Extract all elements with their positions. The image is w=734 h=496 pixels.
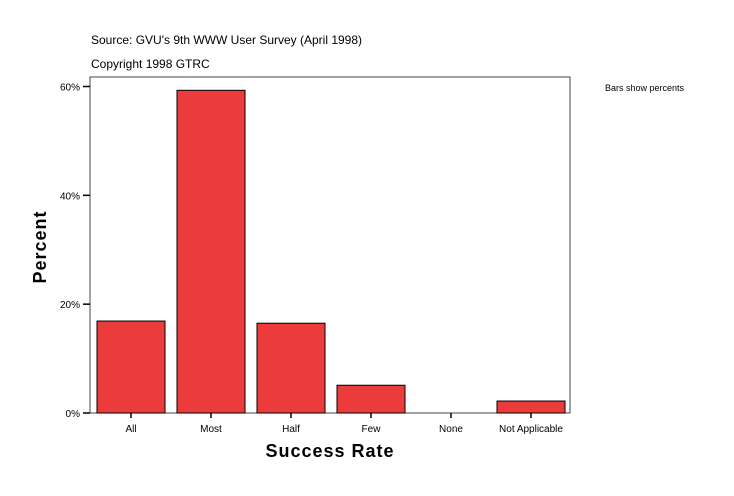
x-tick-label: Not Applicable xyxy=(499,424,563,435)
y-axis-label: Percent xyxy=(30,210,50,283)
chart-source: Source: GVU's 9th WWW User Survey (April… xyxy=(91,33,363,47)
bar-all xyxy=(96,320,166,414)
chart-note: Bars show percents xyxy=(605,83,685,93)
bar-not-applicable xyxy=(496,400,566,414)
bar-few xyxy=(336,384,406,414)
bar-half xyxy=(256,322,326,414)
x-tick-label: Few xyxy=(362,424,382,435)
y-tick-label: 0% xyxy=(66,409,81,420)
x-tick-label: None xyxy=(439,424,463,435)
y-tick-label: 20% xyxy=(60,300,80,311)
chart-copyright: Copyright 1998 GTRC xyxy=(91,57,210,71)
x-tick-label: All xyxy=(125,424,136,435)
x-axis-label: Success Rate xyxy=(265,441,394,461)
x-tick-label: Half xyxy=(282,424,300,435)
x-tick-label: Most xyxy=(200,424,222,435)
plot-area xyxy=(89,76,571,414)
y-tick-label: 60% xyxy=(60,83,80,94)
bar-most xyxy=(176,89,246,414)
y-tick-label: 40% xyxy=(60,191,80,202)
